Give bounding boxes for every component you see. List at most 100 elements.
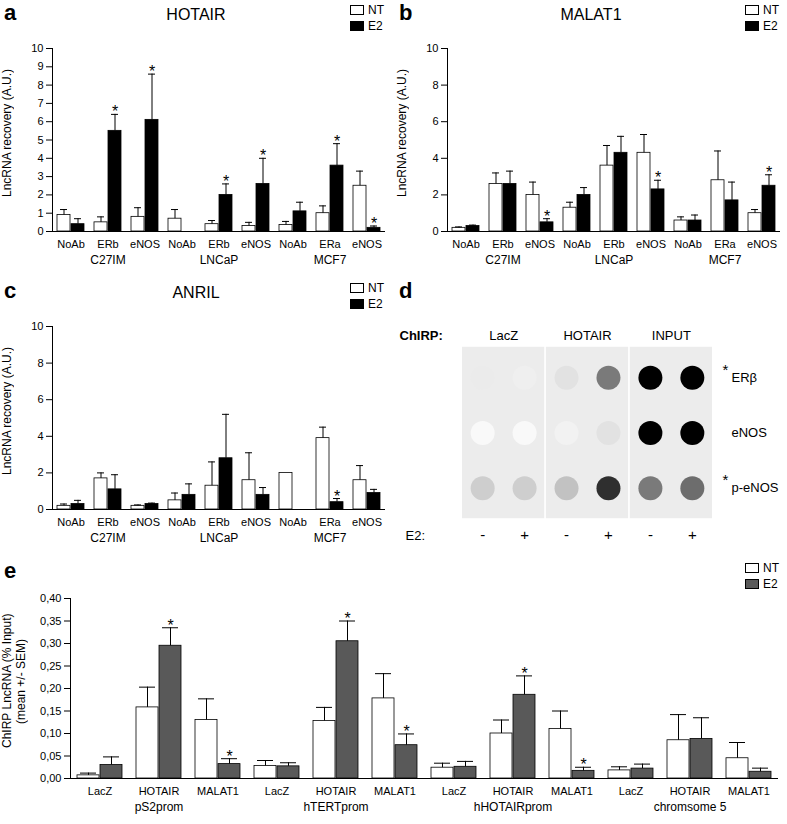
svg-text:ERb: ERb xyxy=(97,516,118,528)
svg-text:*: * xyxy=(344,610,350,627)
svg-text:ERb: ERb xyxy=(97,238,118,250)
svg-text:*: * xyxy=(334,488,340,505)
svg-text:ERb: ERb xyxy=(603,238,624,250)
svg-text:eNOS: eNOS xyxy=(241,516,271,528)
svg-text:eNOS: eNOS xyxy=(352,238,382,250)
svg-text:NoAb: NoAb xyxy=(57,516,85,528)
svg-text:MCF7: MCF7 xyxy=(314,253,347,267)
svg-text:0,05: 0,05 xyxy=(40,750,61,762)
svg-text:MALAT1: MALAT1 xyxy=(374,785,416,797)
svg-text:eNOS: eNOS xyxy=(352,516,382,528)
svg-text:9: 9 xyxy=(37,60,43,72)
svg-text:*: * xyxy=(403,723,409,740)
svg-text:hTERTprom: hTERTprom xyxy=(303,800,368,814)
svg-text:C27IM: C27IM xyxy=(90,253,125,267)
svg-text:0,10: 0,10 xyxy=(40,727,61,739)
svg-text:LacZ: LacZ xyxy=(489,328,518,343)
svg-text:eNOS: eNOS xyxy=(732,425,768,440)
svg-text:NoAb: NoAb xyxy=(168,516,196,528)
svg-text:-: - xyxy=(648,526,653,543)
svg-text:LNCaP: LNCaP xyxy=(595,253,634,267)
svg-text:10: 10 xyxy=(426,42,438,54)
svg-text:5: 5 xyxy=(37,134,43,146)
svg-text:MCF7: MCF7 xyxy=(709,253,742,267)
svg-text:LNCaP: LNCaP xyxy=(200,253,239,267)
svg-text:MALAT1: MALAT1 xyxy=(551,785,593,797)
svg-text:NoAb: NoAb xyxy=(168,238,196,250)
svg-text:2: 2 xyxy=(432,188,438,200)
svg-text:2: 2 xyxy=(37,188,43,200)
svg-text:4: 4 xyxy=(432,152,438,164)
svg-text:E2:: E2: xyxy=(406,528,426,543)
svg-text:10: 10 xyxy=(31,320,43,332)
svg-text:7: 7 xyxy=(37,97,43,109)
svg-text:C27IM: C27IM xyxy=(485,253,520,267)
svg-text:0,00: 0,00 xyxy=(40,772,61,784)
svg-text:0,25: 0,25 xyxy=(40,660,61,672)
svg-text:0,15: 0,15 xyxy=(40,705,61,717)
svg-text:2: 2 xyxy=(37,466,43,478)
svg-text:LNCaP: LNCaP xyxy=(200,531,239,545)
svg-text:8: 8 xyxy=(37,79,43,91)
svg-text:hHOTAIRprom: hHOTAIRprom xyxy=(474,800,552,814)
svg-text:ERb: ERb xyxy=(208,238,229,250)
svg-text:-: - xyxy=(480,526,485,543)
svg-text:HOTAIR: HOTAIR xyxy=(563,328,611,343)
svg-text:MALAT1: MALAT1 xyxy=(728,785,770,797)
svg-text:+: + xyxy=(688,526,697,543)
svg-text:ERb: ERb xyxy=(492,238,513,250)
svg-text:0: 0 xyxy=(37,225,43,237)
svg-text:LacZ: LacZ xyxy=(265,785,290,797)
svg-text:ERβ: ERβ xyxy=(732,370,758,385)
svg-text:ChIRP:: ChIRP: xyxy=(400,328,443,343)
svg-text:*: * xyxy=(723,471,729,488)
svg-text:0,20: 0,20 xyxy=(40,682,61,694)
svg-text:-: - xyxy=(564,526,569,543)
svg-text:+: + xyxy=(520,526,529,543)
svg-text:MALAT1: MALAT1 xyxy=(197,785,239,797)
svg-text:eNOS: eNOS xyxy=(130,238,160,250)
svg-text:0,40: 0,40 xyxy=(40,592,61,604)
svg-text:*: * xyxy=(371,215,377,232)
svg-text:HOTAIR: HOTAIR xyxy=(670,785,711,797)
svg-text:ERa: ERa xyxy=(319,238,341,250)
svg-text:3: 3 xyxy=(37,170,43,182)
svg-text:0,30: 0,30 xyxy=(40,637,61,649)
svg-text:NoAb: NoAb xyxy=(674,238,702,250)
svg-text:6: 6 xyxy=(37,115,43,127)
svg-text:+: + xyxy=(604,526,613,543)
svg-text:4: 4 xyxy=(37,152,43,164)
svg-text:4: 4 xyxy=(37,430,43,442)
svg-text:*: * xyxy=(112,103,118,120)
svg-text:eNOS: eNOS xyxy=(130,516,160,528)
svg-text:LacZ: LacZ xyxy=(619,785,644,797)
svg-text:chromsome 5: chromsome 5 xyxy=(654,800,727,814)
svg-text:eNOS: eNOS xyxy=(241,238,271,250)
svg-text:NoAb: NoAb xyxy=(279,516,307,528)
svg-text:NoAb: NoAb xyxy=(563,238,591,250)
svg-text:*: * xyxy=(167,617,173,634)
svg-text:1: 1 xyxy=(37,207,43,219)
svg-text:*: * xyxy=(521,665,527,682)
svg-text:HOTAIR: HOTAIR xyxy=(316,785,357,797)
svg-text:*: * xyxy=(226,748,232,765)
svg-text:C27IM: C27IM xyxy=(90,531,125,545)
svg-text:6: 6 xyxy=(432,115,438,127)
svg-text:HOTAIR: HOTAIR xyxy=(493,785,534,797)
svg-text:NoAb: NoAb xyxy=(279,238,307,250)
svg-text:*: * xyxy=(580,756,586,773)
svg-text:HOTAIR: HOTAIR xyxy=(139,785,180,797)
svg-text:*: * xyxy=(723,360,729,377)
svg-text:NoAb: NoAb xyxy=(57,238,85,250)
svg-text:eNOS: eNOS xyxy=(636,238,666,250)
svg-text:8: 8 xyxy=(432,79,438,91)
svg-text:0: 0 xyxy=(37,503,43,515)
svg-text:*: * xyxy=(334,133,340,150)
svg-text:0: 0 xyxy=(432,225,438,237)
svg-text:ERb: ERb xyxy=(208,516,229,528)
svg-text:pS2prom: pS2prom xyxy=(135,800,184,814)
svg-text:10: 10 xyxy=(31,42,43,54)
svg-text:6: 6 xyxy=(37,393,43,405)
svg-text:*: * xyxy=(766,164,772,181)
svg-text:*: * xyxy=(149,63,155,80)
